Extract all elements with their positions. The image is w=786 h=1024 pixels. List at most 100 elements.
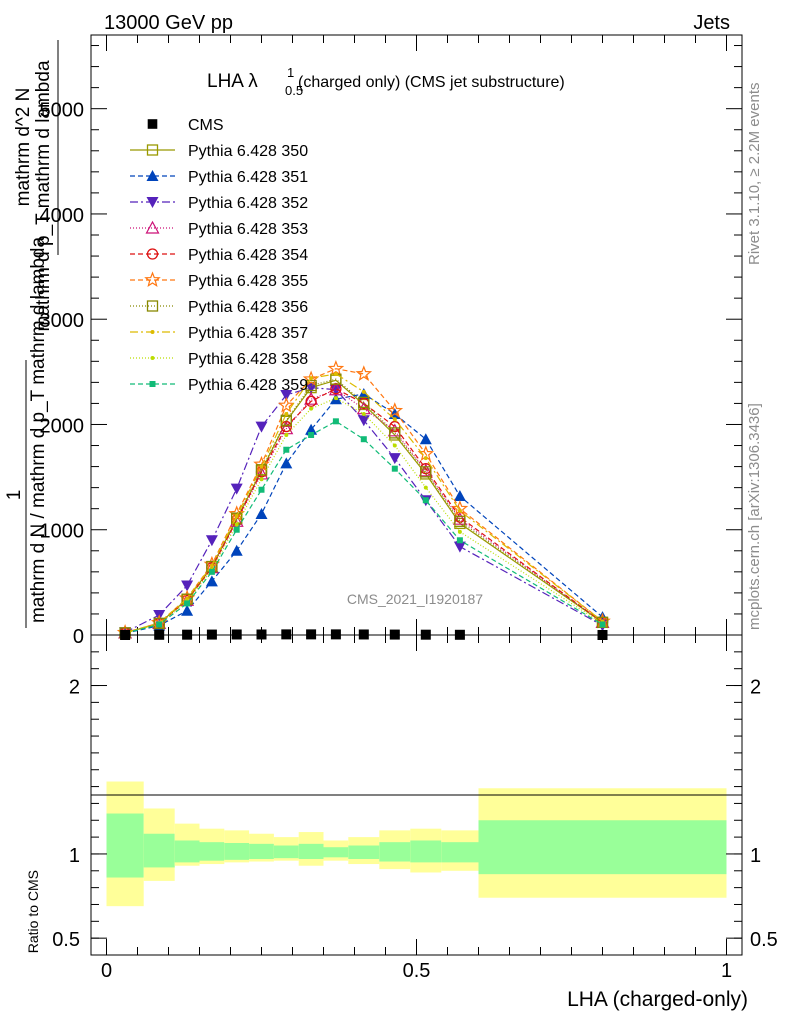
main-y-tick-label: 0 (73, 626, 84, 648)
ratio-axis-ticks (91, 635, 742, 955)
main-y-tick-label: 3000 (40, 310, 85, 332)
main-series-layer (116, 360, 611, 640)
series-point (230, 544, 243, 556)
ratio-y-tick-label-right: 2 (750, 677, 761, 699)
ratio-inner-band (106, 813, 144, 878)
series-point (184, 600, 191, 607)
ratio-x-tick-label: 0 (101, 960, 112, 982)
legend-label: Pythia 6.428 350 (188, 143, 308, 160)
ratio-inner-band (348, 845, 380, 859)
series-point (389, 427, 401, 439)
series-point (419, 433, 432, 445)
x-axis-label: LHA (charged-only) (567, 988, 748, 1011)
series-point (388, 453, 401, 465)
main-axis-ticks (91, 35, 742, 636)
series-point (389, 420, 401, 433)
series-line (124, 388, 603, 634)
series-line (124, 368, 603, 634)
legend-cms-marker (147, 119, 158, 129)
series-point (418, 463, 433, 477)
series-point (454, 515, 466, 527)
ratio-inner-band (224, 843, 250, 860)
series-point (205, 575, 218, 587)
series-point (280, 457, 293, 469)
legend-marker (146, 170, 159, 181)
ratio-y-tick-labels: 0.5 0.5 1 1 2 2 (52, 677, 778, 952)
main-y-tick-label: 2000 (40, 415, 85, 437)
rivet-version-label: Rivet 3.1.10, ≥ 2.2M events (746, 83, 763, 266)
main-y-tick-labels: 0 1000 2000 3000 4000 5000 (40, 100, 85, 648)
plot-title: LHA λ (207, 71, 258, 92)
series-point (181, 580, 194, 592)
series-point (333, 396, 338, 401)
cms-data-point (306, 629, 317, 640)
watermark-label: CMS_2021_I1920187 (347, 591, 483, 607)
series-point (332, 418, 339, 425)
cms-data-point (231, 629, 242, 640)
plot-title-sup: 1 (287, 65, 294, 80)
ratio-inner-band (273, 845, 299, 859)
main-y-tick-label: 1000 (40, 521, 85, 543)
legend-label: Pythia 6.428 353 (188, 221, 308, 238)
ratio-x-tick-label: 1 (721, 960, 732, 982)
series-point (391, 465, 398, 472)
legend-label: Pythia 6.428 354 (188, 247, 308, 264)
main-y-tick-label: 5000 (40, 100, 85, 122)
legend-marker (146, 144, 159, 156)
series-point (278, 396, 295, 413)
series-point (357, 415, 370, 427)
series-point (360, 436, 367, 443)
series-point (233, 526, 240, 533)
series-point (333, 371, 338, 376)
legend-marker (146, 300, 159, 312)
series-point (283, 446, 290, 453)
legend-marker (149, 381, 156, 387)
series-point (453, 541, 466, 553)
ratio-y-tick-label: 0.5 (52, 929, 80, 951)
series-point (208, 568, 215, 575)
series-point (358, 396, 370, 409)
series-line (124, 393, 603, 634)
ratio-y-tick-label: 1 (69, 845, 80, 867)
y-label-den: mathrm d p_T mathrm d lambda (33, 60, 54, 331)
cms-data-point (281, 629, 292, 640)
y-label-bottom: mathrm d N / mathrm d p_T mathrm d lambd… (28, 237, 49, 624)
series-point (361, 389, 366, 394)
series-point (305, 382, 318, 394)
ratio-inner-band (174, 840, 200, 863)
legend-marker (150, 330, 155, 334)
series-point (258, 486, 265, 493)
ratio-inner-band (478, 820, 727, 875)
series-point (329, 384, 342, 396)
series-point (420, 466, 432, 478)
y-label-top: 1 (4, 490, 25, 501)
ratio-y-tick-label: 2 (69, 677, 80, 699)
ratio-x-tick-label: 0.5 (403, 960, 431, 982)
y-label-num: mathrm d^2 N (13, 88, 34, 207)
ratio-x-tick-labels: 0 0.5 1 (101, 960, 732, 982)
plot-title-sub: 0.5 (285, 83, 303, 98)
series-point (453, 490, 466, 502)
series-point (156, 621, 163, 628)
ratio-y-tick-label-right: 1 (750, 845, 761, 867)
series-point (181, 604, 194, 616)
series-point (234, 522, 239, 527)
ratio-y-tick-label-right: 0.5 (750, 929, 778, 951)
legend-marker (150, 356, 155, 360)
series-point (284, 411, 289, 416)
legend-label: Pythia 6.428 358 (188, 351, 308, 368)
series-point (305, 379, 317, 392)
series-10 (122, 418, 606, 637)
series-point (280, 390, 293, 401)
ratio-y-axis-label: Ratio to CMS (25, 870, 41, 953)
cms-data-point (330, 629, 341, 640)
ratio-uncertainty-bands (106, 781, 727, 907)
series-line (124, 420, 603, 634)
ratio-inner-band (143, 833, 175, 868)
legend-marker (145, 220, 160, 234)
series-point (153, 617, 165, 630)
series-point (355, 365, 373, 381)
legend-marker (146, 197, 159, 208)
legend-label: Pythia 6.428 351 (188, 169, 308, 186)
